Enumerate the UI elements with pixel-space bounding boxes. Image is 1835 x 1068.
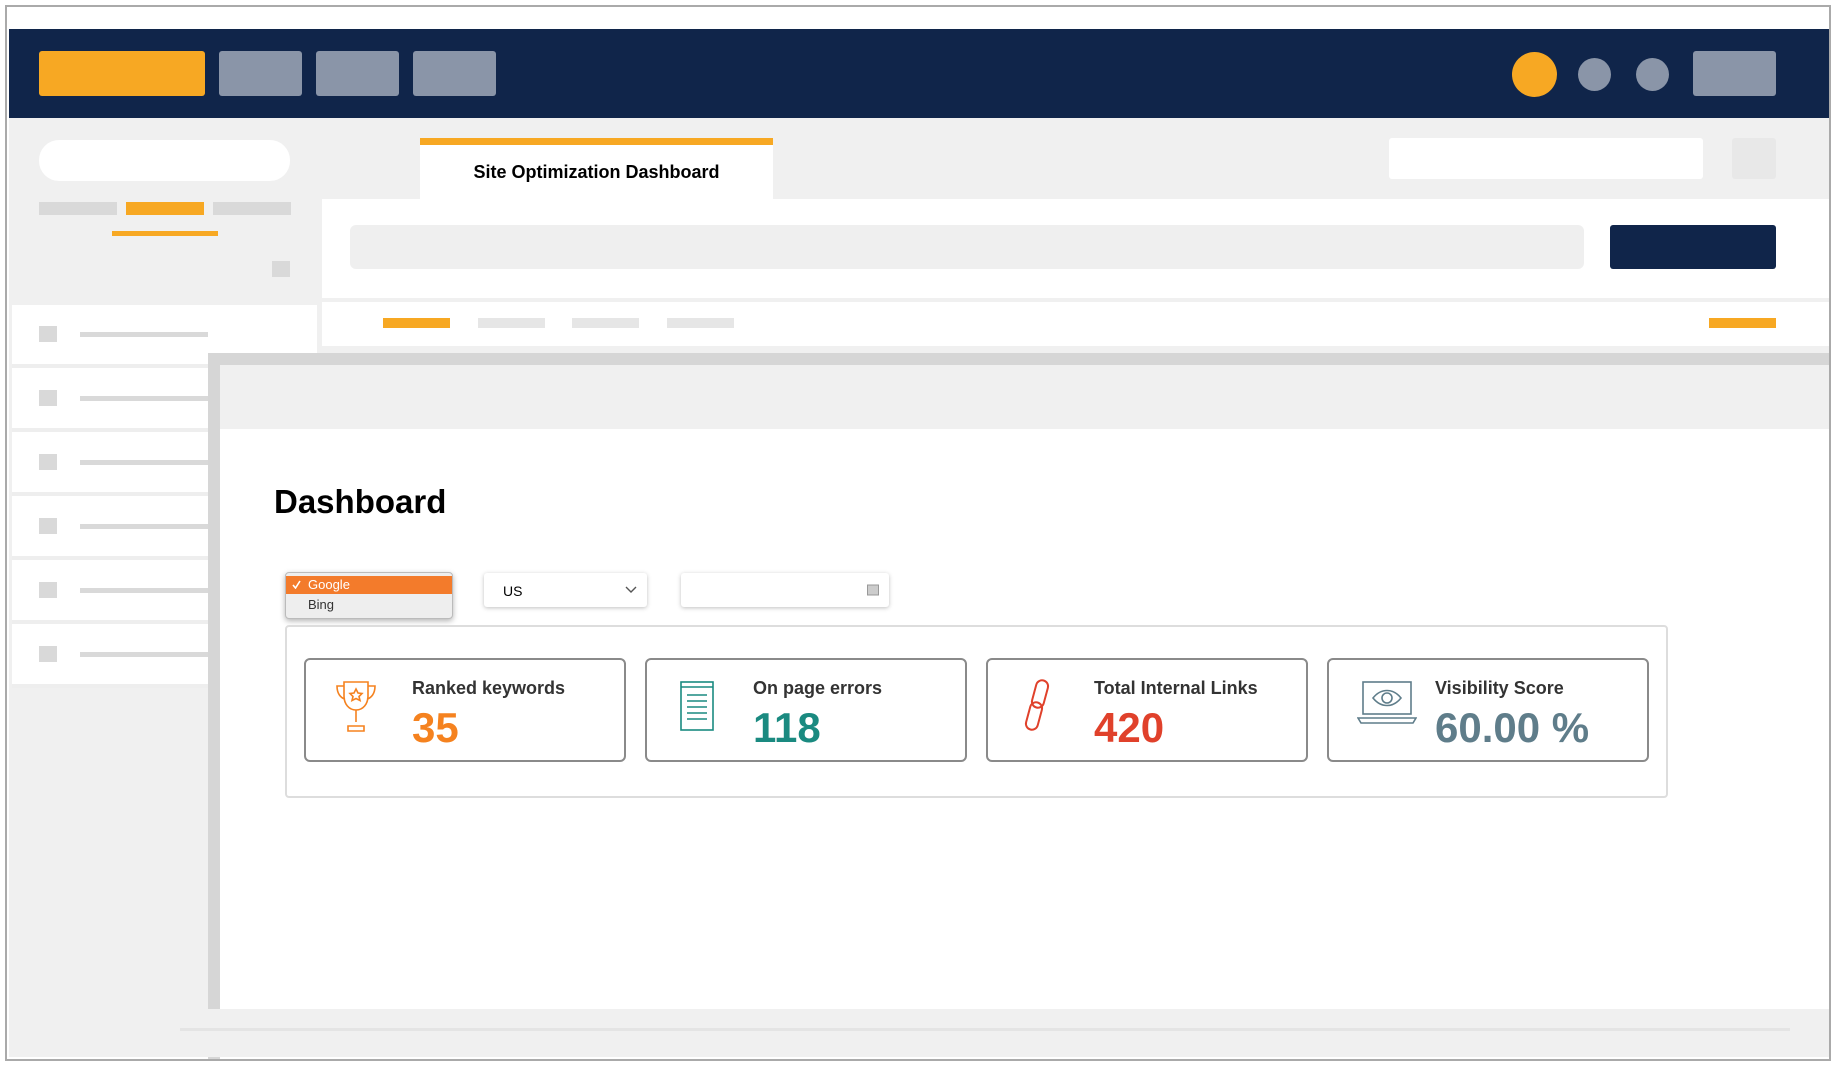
nav-button[interactable] <box>413 51 496 96</box>
cards-container <box>285 625 1668 798</box>
search[interactable] <box>1389 138 1703 179</box>
nav-button[interactable] <box>219 51 302 96</box>
metric-value: 118 <box>753 704 821 751</box>
date-input[interactable] <box>681 573 889 607</box>
sidebar-tab[interactable] <box>126 202 204 215</box>
row-line <box>80 588 208 593</box>
tab-title: Site Optimization Dashboard <box>473 162 720 182</box>
metric-card: Total Internal Links 420 <box>986 658 1308 762</box>
panel-header <box>220 365 1829 429</box>
row-divider <box>12 492 208 496</box>
sidebar-tab[interactable] <box>213 202 291 215</box>
subtabs <box>322 302 1829 346</box>
row-line <box>80 652 208 657</box>
metric-value: 60.00 % <box>1435 704 1590 751</box>
chevron <box>625 586 637 593</box>
avatar[interactable] <box>1512 52 1557 97</box>
heading: Dashboard <box>274 483 447 520</box>
tab-underline <box>112 231 218 236</box>
sidebar-search[interactable] <box>39 140 290 181</box>
metric-card: On page errors 118 <box>645 658 967 762</box>
panel-edge <box>208 353 1829 365</box>
row-icon <box>39 646 57 662</box>
country-select[interactable]: US <box>484 573 647 607</box>
metric-label: On page errors <box>753 678 883 698</box>
option[interactable]: Google <box>308 577 350 592</box>
panel-edge <box>208 353 220 1059</box>
subtab[interactable] <box>572 318 639 328</box>
option-highlight <box>286 576 452 594</box>
row-divider <box>12 428 208 432</box>
row-divider <box>12 556 208 560</box>
subtab[interactable] <box>667 318 734 328</box>
nav-button[interactable] <box>39 51 205 96</box>
subtab[interactable] <box>383 318 450 328</box>
footer <box>9 1009 1829 1057</box>
icon-button[interactable] <box>1636 58 1669 91</box>
button[interactable] <box>1610 225 1776 269</box>
metric-label: Ranked keywords <box>412 678 566 698</box>
metric-value: 35 <box>412 704 459 751</box>
metric-card: Ranked keywords 35 <box>304 658 626 762</box>
frame-border <box>5 5 1831 1061</box>
country: US <box>503 583 523 599</box>
engine-dropdown[interactable]: Google Bing <box>285 572 453 619</box>
metric-value: 420 <box>1094 704 1165 751</box>
row-icon <box>39 454 57 470</box>
nav-button[interactable] <box>1693 51 1776 96</box>
row-divider <box>12 364 208 368</box>
row-line <box>80 332 208 337</box>
input[interactable] <box>350 225 1584 269</box>
metric-label: Total Internal Links <box>1094 678 1258 698</box>
row-icon <box>39 326 57 342</box>
calendar-icon <box>867 584 879 596</box>
row-divider <box>12 620 208 624</box>
row-line <box>80 524 208 529</box>
row-line <box>80 460 208 465</box>
sidebar-tab[interactable] <box>39 202 117 215</box>
icon-button[interactable] <box>1578 58 1611 91</box>
icon-button[interactable] <box>1732 138 1776 179</box>
row-line <box>80 396 208 401</box>
metric-label: Visibility Score <box>1435 678 1564 698</box>
sidebar-icon <box>272 261 290 277</box>
row-icon <box>39 390 57 406</box>
check-icon <box>292 580 301 589</box>
footer-line <box>180 1028 1790 1031</box>
row-divider <box>12 684 208 688</box>
tab[interactable]: Site Optimization Dashboard <box>420 138 773 199</box>
nav-button[interactable] <box>316 51 399 96</box>
option[interactable]: Bing <box>308 597 335 612</box>
subtab[interactable] <box>1709 318 1776 328</box>
subtab[interactable] <box>478 318 545 328</box>
row-icon <box>39 582 57 598</box>
metric-card: Visibility Score 60.00 % <box>1327 658 1649 762</box>
row-icon <box>39 518 57 534</box>
